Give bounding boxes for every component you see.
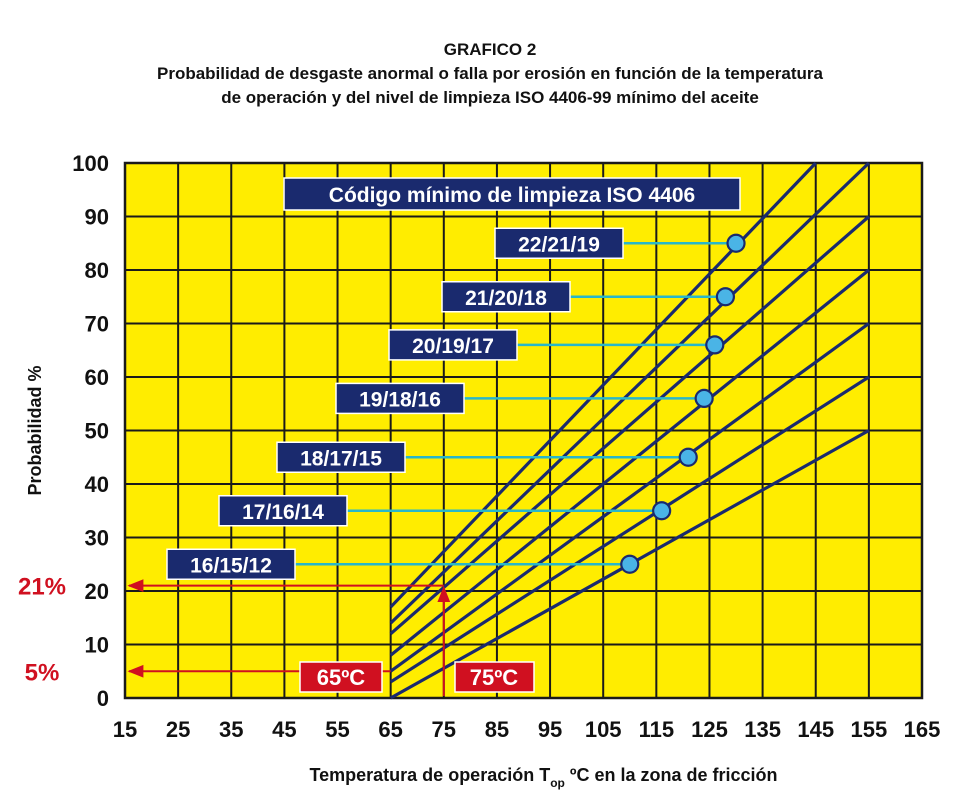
y-tick-label: 50: [85, 419, 109, 444]
series-label-box: [218, 495, 348, 527]
series-label-text: 21/20/18: [465, 287, 547, 310]
series-label-text: 22/21/19: [518, 233, 600, 256]
y-tick-label: 70: [85, 312, 109, 337]
y-tick-label: 80: [85, 258, 109, 283]
series-marker: [694, 388, 714, 408]
x-tick-label: 85: [485, 717, 509, 742]
series-label-box: [388, 329, 518, 361]
annotation-65-box: [299, 661, 383, 693]
plot-frame: [123, 161, 924, 700]
series-label-box: [494, 227, 624, 259]
annotation-65-label: 65ºC: [317, 665, 366, 690]
annotation-75-label: 75ºC: [470, 665, 519, 690]
y-tick-label: 100: [72, 151, 109, 176]
x-tick-label: 95: [538, 717, 562, 742]
series-label-text: 17/16/14: [242, 501, 324, 524]
legend-title-box: [283, 177, 741, 211]
series-label-box: [441, 281, 571, 313]
series-label-text: 20/19/17: [412, 335, 494, 358]
series-marker: [715, 287, 736, 307]
y-tick-label: 90: [85, 205, 109, 230]
series-marker: [726, 233, 746, 253]
y-tick-label: 30: [85, 526, 109, 551]
y-axis-label: Probabilidad %: [25, 365, 45, 495]
chart-subtitle-line1: Probabilidad de desgaste anormal o falla…: [157, 64, 823, 83]
series-label-box: [166, 548, 296, 580]
annotation-21-label: 21%: [18, 574, 66, 601]
y-tick-label: 40: [85, 472, 109, 497]
y-tick-label: 60: [85, 365, 109, 390]
series-line: [389, 322, 870, 673]
x-tick-label: 105: [585, 717, 622, 742]
x-tick-label: 55: [325, 717, 349, 742]
x-tick-label: 125: [691, 717, 728, 742]
x-tick-label: 135: [744, 717, 781, 742]
x-tick-label: 155: [851, 717, 888, 742]
series-line: [389, 268, 870, 657]
series-label-box: [335, 382, 465, 415]
x-tick-label: 35: [219, 717, 243, 742]
x-tick-label: 45: [272, 717, 296, 742]
x-tick-label: 145: [797, 717, 834, 742]
y-tick-label: 20: [85, 579, 109, 604]
series-marker: [620, 554, 640, 574]
x-tick-label: 75: [432, 717, 456, 742]
series-marker: [705, 335, 725, 355]
annotation-5-label: 5%: [25, 659, 60, 686]
x-tick-label: 65: [378, 717, 402, 742]
chart-title: GRAFICO 2: [443, 40, 537, 59]
series-line: [389, 161, 870, 625]
x-tick-label: 115: [639, 717, 675, 742]
x-tick-label: 25: [166, 717, 190, 742]
x-axis-label: Temperatura de operación Top ºC en la zo…: [309, 765, 777, 790]
chart-subtitle-line2: de operación y del nivel de limpieza ISO…: [221, 88, 759, 107]
series-label-box: [276, 441, 406, 473]
series-label-text: 18/17/15: [300, 447, 382, 470]
y-tick-label: 0: [97, 686, 109, 711]
series-marker: [652, 501, 672, 521]
annotation-75-box: [454, 661, 535, 693]
x-tick-label: 165: [904, 717, 941, 742]
x-tick-label: 15: [113, 717, 137, 742]
series-label-text: 16/15/12: [190, 554, 272, 577]
series-line: [389, 161, 817, 609]
series-marker: [678, 447, 698, 467]
series-label-text: 19/18/16: [359, 388, 441, 411]
legend-title: Código mínimo de limpieza ISO 4406: [329, 184, 695, 207]
y-tick-label: 10: [85, 633, 109, 658]
series-line: [389, 375, 870, 684]
